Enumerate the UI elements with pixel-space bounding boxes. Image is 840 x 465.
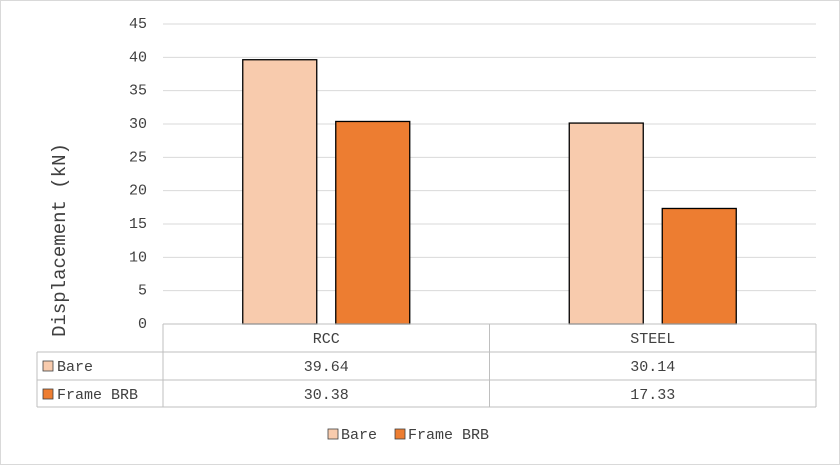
y-tick-label: 20 [129, 183, 147, 200]
table-legend-swatch [42, 388, 54, 400]
legend-label: Bare [341, 427, 377, 444]
y-tick-label: 35 [129, 83, 147, 100]
x-tick-label: STEEL [630, 331, 675, 348]
table-cell: 39.64 [304, 359, 349, 376]
y-tick-label: 10 [129, 249, 147, 266]
legend-swatch [394, 428, 406, 440]
bar [242, 59, 318, 325]
y-tick-label: 15 [129, 216, 147, 233]
bar [661, 207, 737, 325]
y-tick-label: 45 [129, 16, 147, 33]
x-tick-label: RCC [313, 331, 340, 348]
y-tick-label: 5 [138, 283, 147, 300]
table-cell: 17.33 [630, 387, 675, 404]
bar [335, 120, 411, 325]
table-cell: 30.14 [630, 359, 675, 376]
legend-label: Frame BRB [408, 427, 489, 444]
y-tick-label: 0 [138, 316, 147, 333]
y-tick-label: 40 [129, 49, 147, 66]
bar [568, 122, 644, 325]
table-row-label: Frame BRB [57, 387, 138, 404]
table-row-label: Bare [57, 359, 93, 376]
legend-swatch [327, 428, 339, 440]
y-axis-label: Displacement (kN) [49, 143, 71, 337]
y-tick-label: 25 [129, 149, 147, 166]
table-cell: 30.38 [304, 387, 349, 404]
y-tick-label: 30 [129, 116, 147, 133]
table-legend-swatch [42, 360, 54, 372]
